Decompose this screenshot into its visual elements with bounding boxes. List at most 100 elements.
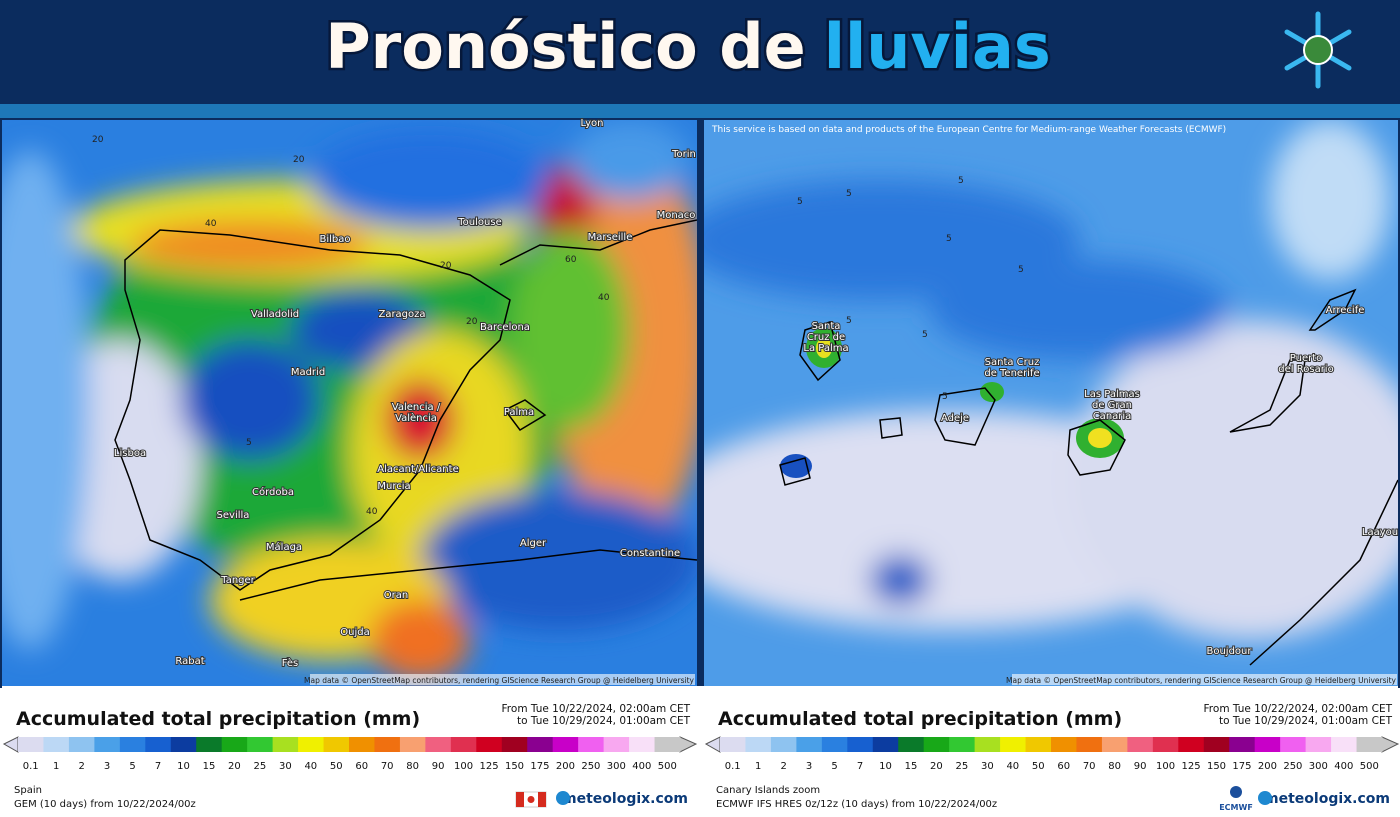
scale-swatch <box>298 737 325 752</box>
attribution: Map data © OpenStreetMap contributors, r… <box>1006 676 1397 685</box>
scale-label: 0.1 <box>23 761 39 772</box>
attribution-bg <box>310 674 695 685</box>
scale-label: 175 <box>1232 761 1251 772</box>
ecmwf-logo: ECMWF <box>1219 803 1253 812</box>
scale-swatch <box>1203 737 1230 752</box>
contour-label: 5 <box>942 392 948 402</box>
title-part: lluvias <box>824 10 1051 83</box>
scale-swatch <box>745 737 772 752</box>
scale-label: 200 <box>556 761 575 772</box>
scale-label: 1 <box>53 761 59 772</box>
scale-swatch <box>1280 737 1307 752</box>
city-label: Murcia <box>377 481 410 492</box>
scale-label: 100 <box>454 761 473 772</box>
scale-swatch <box>399 737 426 752</box>
scale-swatch <box>272 737 299 752</box>
city-label: Barcelona <box>480 322 530 333</box>
city-label: del Rosario <box>1278 364 1333 375</box>
scale-swatch <box>94 737 121 752</box>
scale-swatch <box>847 737 874 752</box>
scale-label: 25 <box>254 761 267 772</box>
scale-swatch <box>221 737 248 752</box>
contour-label: 20 <box>92 135 104 145</box>
scale-swatch <box>450 737 477 752</box>
scale-swatch <box>1000 737 1027 752</box>
scale-label: 7 <box>857 761 863 772</box>
scale-label: 7 <box>155 761 161 772</box>
scale-label: 3 <box>806 761 812 772</box>
city-label: Santa <box>812 321 841 332</box>
scale-label: 2 <box>780 761 786 772</box>
scale-swatch <box>1254 737 1281 752</box>
scale-label: 0.1 <box>725 761 741 772</box>
scale-swatch <box>1051 737 1077 752</box>
scale-swatch <box>923 737 950 752</box>
scale-swatch <box>247 737 274 752</box>
scale-swatch <box>949 737 976 752</box>
city-label: Valladolid <box>251 309 299 320</box>
contour-label: 20 <box>440 261 452 271</box>
attribution: Map data © OpenStreetMap contributors, r… <box>304 676 695 685</box>
scale-label: 200 <box>1258 761 1277 772</box>
scale-label: 300 <box>1309 761 1328 772</box>
scale-label: 15 <box>203 761 216 772</box>
scale-swatch <box>552 737 579 752</box>
region: Spain <box>14 785 42 796</box>
period: to Tue 10/29/2024, 01:00am CET <box>1219 715 1393 727</box>
scale-label: 60 <box>1057 761 1070 772</box>
city-label: Alger <box>520 538 547 549</box>
scale-label: 250 <box>581 761 600 772</box>
title-part: Pronóstico de <box>325 10 806 83</box>
scale-label: 60 <box>355 761 368 772</box>
contour-label: 5 <box>846 189 852 199</box>
scale-label: 20 <box>228 761 241 772</box>
scale-label: 175 <box>530 761 549 772</box>
scale-swatch <box>796 737 823 752</box>
scale-swatch <box>629 737 656 752</box>
snowflake-icon <box>1284 11 1352 89</box>
scale-swatch <box>821 737 848 752</box>
scale-swatch <box>603 737 630 752</box>
scale-label: 125 <box>479 761 498 772</box>
scale-swatch <box>1076 737 1103 752</box>
city-label: Málaga <box>266 541 302 553</box>
scale-swatch <box>720 737 746 752</box>
city-label: de Gran <box>1092 400 1132 411</box>
contour-label: 40 <box>366 507 378 517</box>
city-label: Las Palmas <box>1084 389 1140 400</box>
brand: meteologix.com <box>562 791 688 807</box>
scale-label: 300 <box>607 761 626 772</box>
scale-label: 80 <box>1108 761 1121 772</box>
city-label: Valencia / <box>392 402 441 413</box>
page-title: Pronóstico de lluvias <box>325 10 1051 83</box>
scale-swatch <box>1127 737 1154 752</box>
contour-label: 5 <box>846 316 852 326</box>
contour-label: 5 <box>797 197 803 207</box>
scale-label: 500 <box>658 761 677 772</box>
scale-swatch <box>145 737 172 752</box>
contour-label: 5 <box>246 438 252 448</box>
scale-swatch <box>1101 737 1128 752</box>
scale-label: 10 <box>879 761 892 772</box>
scale-swatch <box>1305 737 1332 752</box>
scale-label: 3 <box>104 761 110 772</box>
scale-swatch <box>1152 737 1179 752</box>
city-label: Toulouse <box>457 217 501 228</box>
attribution-bg <box>1012 674 1397 685</box>
city-label: Monaco <box>657 210 696 221</box>
scale-swatch <box>974 737 1001 752</box>
city-label: Oujda <box>340 627 369 638</box>
period: From Tue 10/22/2024, 02:00am CET <box>502 703 691 715</box>
model: ECMWF IFS HRES 0z/12z (10 days) from 10/… <box>716 799 997 810</box>
city-label: Bilbao <box>319 234 350 245</box>
scale-swatch <box>374 737 401 752</box>
flag-band <box>516 792 524 807</box>
scale-swatch <box>425 737 452 752</box>
scale-swatch <box>770 737 797 752</box>
scale-swatch <box>501 737 528 752</box>
scale-label: 100 <box>1156 761 1175 772</box>
scale-swatch <box>476 737 503 752</box>
ecmwf-icon <box>1230 786 1242 798</box>
service-notice: This service is based on data and produc… <box>711 125 1226 135</box>
